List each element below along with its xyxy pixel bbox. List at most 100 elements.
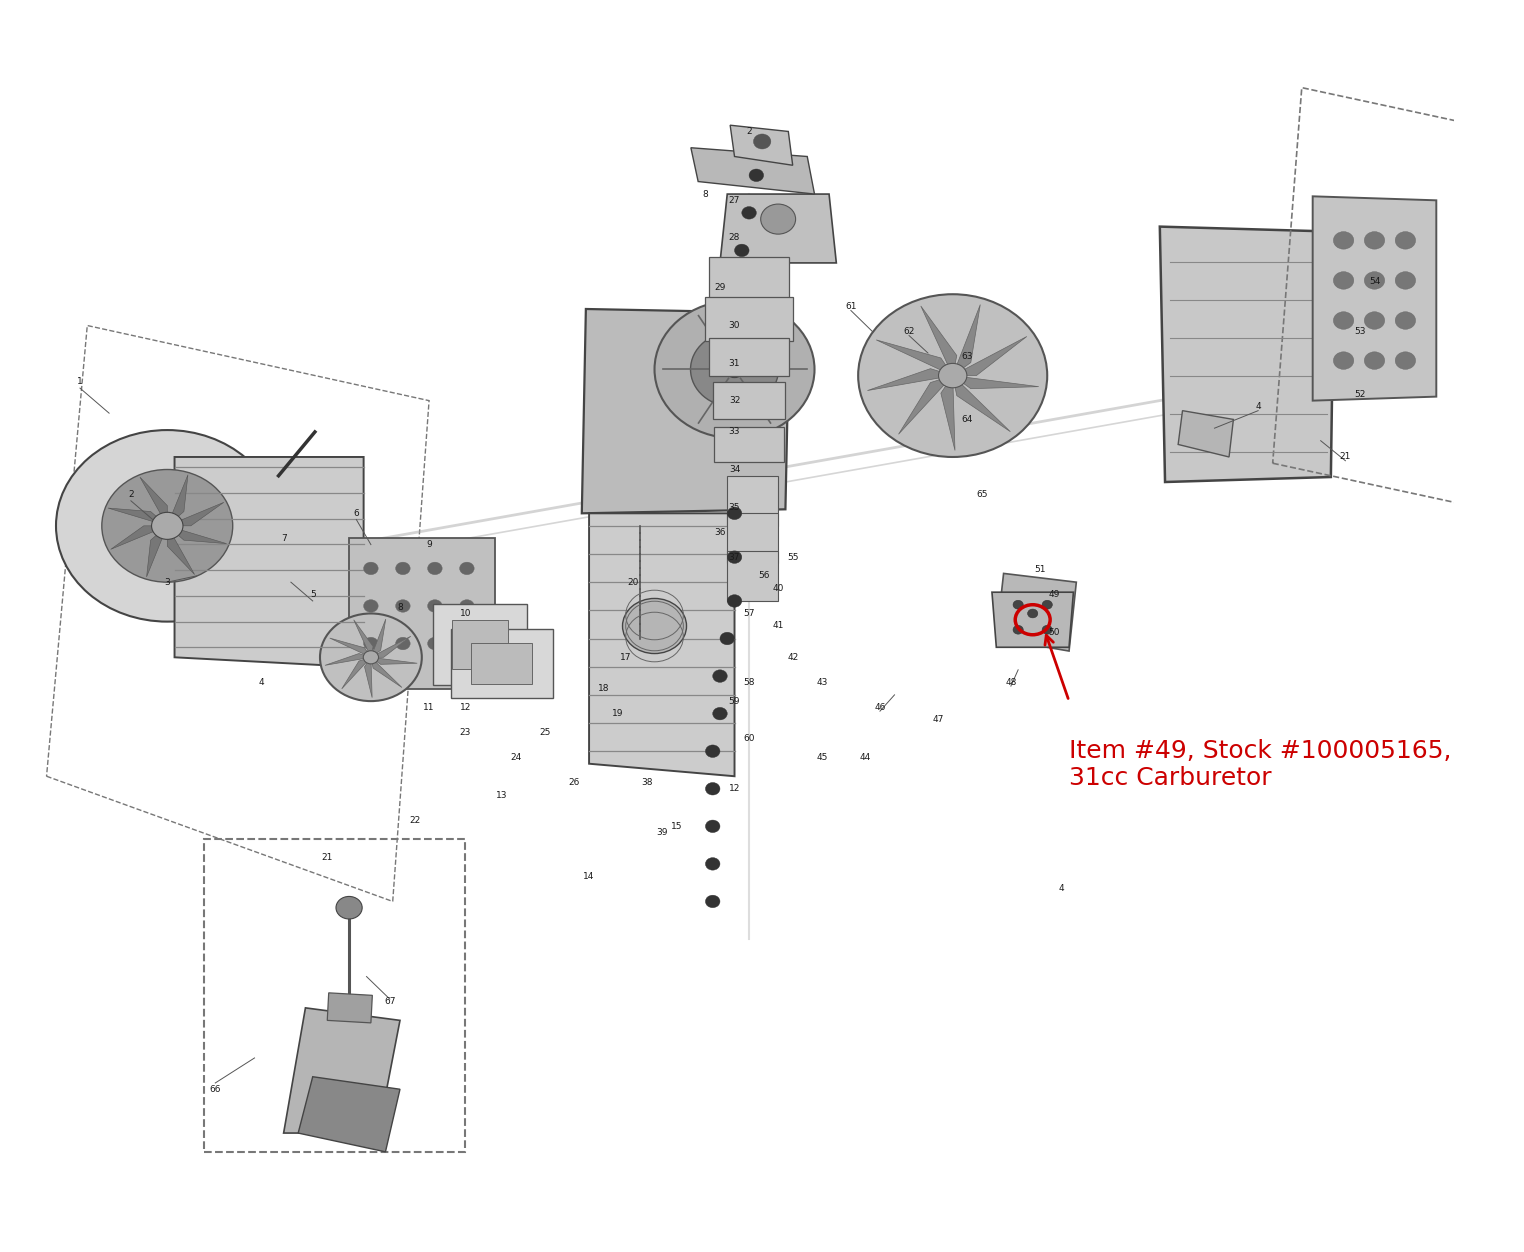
Polygon shape: [370, 657, 418, 665]
Circle shape: [1334, 312, 1353, 329]
Polygon shape: [433, 605, 527, 686]
Text: 38: 38: [642, 777, 652, 788]
Circle shape: [335, 896, 363, 919]
Text: 58: 58: [744, 677, 754, 687]
Text: 6: 6: [354, 508, 360, 518]
Text: 47: 47: [933, 715, 943, 725]
Text: 67: 67: [384, 997, 396, 1007]
Circle shape: [939, 363, 966, 388]
Polygon shape: [952, 376, 1010, 432]
Circle shape: [727, 507, 742, 520]
Circle shape: [719, 632, 735, 645]
Polygon shape: [354, 620, 373, 657]
Polygon shape: [690, 148, 814, 194]
Polygon shape: [727, 551, 779, 601]
Polygon shape: [952, 304, 980, 376]
Circle shape: [706, 745, 719, 757]
Circle shape: [713, 707, 727, 720]
Text: 4: 4: [1256, 402, 1260, 412]
Text: 20: 20: [626, 577, 639, 587]
Text: 18: 18: [597, 684, 610, 694]
Text: 13: 13: [495, 790, 507, 800]
Circle shape: [460, 637, 474, 650]
Circle shape: [727, 551, 742, 563]
Circle shape: [364, 637, 378, 650]
Text: 30: 30: [728, 321, 741, 331]
Circle shape: [742, 207, 756, 219]
Text: 29: 29: [715, 283, 725, 293]
Circle shape: [1394, 352, 1416, 369]
Text: 45: 45: [815, 752, 828, 762]
Circle shape: [460, 562, 474, 575]
Polygon shape: [168, 502, 224, 526]
Circle shape: [753, 134, 771, 149]
Text: 17: 17: [620, 652, 631, 662]
Polygon shape: [876, 339, 952, 376]
Text: 41: 41: [773, 621, 783, 631]
Circle shape: [364, 562, 378, 575]
Text: 53: 53: [1355, 327, 1366, 337]
Polygon shape: [1312, 197, 1436, 401]
Polygon shape: [727, 476, 779, 526]
Text: 63: 63: [962, 352, 972, 362]
Text: 37: 37: [728, 552, 741, 562]
Polygon shape: [364, 657, 372, 697]
Polygon shape: [168, 526, 195, 575]
Circle shape: [1013, 601, 1023, 608]
Circle shape: [1394, 312, 1416, 329]
Text: 35: 35: [728, 502, 741, 512]
Text: 25: 25: [539, 727, 552, 737]
Text: 36: 36: [715, 527, 725, 537]
Text: 4: 4: [259, 677, 265, 687]
Text: 64: 64: [962, 414, 972, 424]
Circle shape: [428, 600, 442, 612]
Text: 56: 56: [757, 571, 770, 581]
Circle shape: [396, 637, 410, 650]
Text: 59: 59: [728, 696, 741, 706]
Polygon shape: [1160, 227, 1335, 482]
Text: 65: 65: [975, 490, 988, 500]
Text: 4: 4: [1059, 884, 1065, 894]
Text: 2: 2: [747, 126, 751, 136]
Circle shape: [1334, 352, 1353, 369]
Circle shape: [1334, 232, 1353, 249]
Circle shape: [713, 670, 727, 682]
Polygon shape: [992, 592, 1073, 647]
Circle shape: [1364, 272, 1385, 289]
Text: 23: 23: [460, 727, 471, 737]
Polygon shape: [140, 477, 168, 526]
Circle shape: [363, 651, 378, 664]
Circle shape: [1042, 626, 1053, 634]
Text: 52: 52: [1355, 389, 1366, 399]
Text: 7: 7: [280, 533, 287, 543]
Polygon shape: [451, 629, 553, 699]
Text: 61: 61: [846, 302, 856, 312]
Text: 28: 28: [728, 233, 741, 243]
Circle shape: [364, 600, 378, 612]
Circle shape: [428, 562, 442, 575]
Circle shape: [727, 595, 742, 607]
Text: 10: 10: [460, 608, 471, 618]
Polygon shape: [920, 305, 957, 376]
Text: 8: 8: [703, 189, 709, 199]
Text: 15: 15: [671, 821, 683, 831]
Circle shape: [1027, 610, 1038, 617]
Circle shape: [622, 598, 686, 654]
Polygon shape: [370, 657, 402, 687]
Polygon shape: [730, 125, 792, 165]
Text: 5: 5: [309, 590, 315, 600]
Polygon shape: [451, 621, 509, 670]
Circle shape: [706, 782, 719, 795]
Text: 8: 8: [398, 602, 402, 612]
Text: 40: 40: [773, 583, 783, 593]
Text: 66: 66: [209, 1084, 221, 1094]
Circle shape: [735, 244, 750, 257]
Polygon shape: [329, 639, 370, 657]
Text: 32: 32: [728, 396, 741, 406]
Text: 2: 2: [128, 490, 134, 500]
Polygon shape: [719, 194, 837, 263]
Text: 24: 24: [511, 752, 521, 762]
Circle shape: [151, 512, 183, 540]
Polygon shape: [471, 644, 532, 685]
Circle shape: [1334, 272, 1353, 289]
